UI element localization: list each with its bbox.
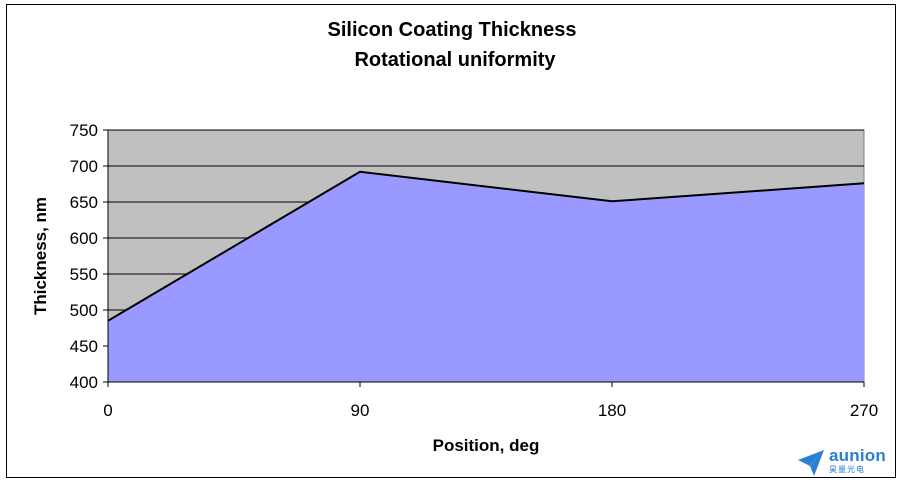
y-tick-label: 700: [70, 157, 98, 176]
x-ticks: 0 90 180 270: [103, 382, 878, 420]
x-tick-label: 90: [351, 401, 370, 420]
y-tick-label: 750: [70, 121, 98, 140]
series-line: [107, 170, 865, 322]
y-tick-label: 500: [70, 301, 98, 320]
watermark-logo: aunion 昊量光电: [796, 446, 896, 480]
y-tick-label: 650: [70, 193, 98, 212]
watermark-brand: aunion: [829, 446, 886, 465]
series-area: [108, 171, 864, 382]
y-tick-label: 400: [70, 373, 98, 392]
y-ticks: 400 450 500 550 600 650 700 750: [70, 121, 108, 392]
x-axis-label: Position, deg: [433, 436, 540, 455]
x-tick-label: 0: [103, 401, 112, 420]
chart-title-line-2: Rotational uniformity: [354, 49, 556, 71]
y-tick-label: 600: [70, 229, 98, 248]
y-axis-label: Thickness, nm: [31, 197, 50, 315]
y-tick-label: 450: [70, 337, 98, 356]
watermark-sub: 昊量光电: [829, 465, 865, 474]
x-tick-label: 180: [598, 401, 626, 420]
y-tick-label: 550: [70, 265, 98, 284]
chart-title-line-1: Silicon Coating Thickness: [328, 19, 577, 41]
x-tick-label: 270: [850, 401, 878, 420]
paper-plane-logo-icon: [798, 450, 824, 476]
